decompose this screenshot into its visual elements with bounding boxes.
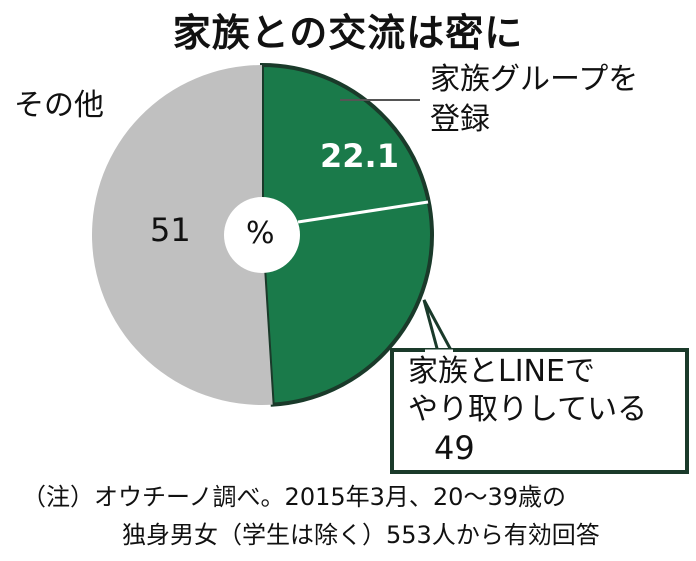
line-value: 49 xyxy=(434,429,475,467)
pie-slices xyxy=(91,62,435,407)
pie-chart xyxy=(91,62,689,474)
callout-box xyxy=(390,348,689,474)
line-label-line2: やり取りしている xyxy=(408,392,648,427)
group-value: 22.1 xyxy=(320,137,399,175)
footnote: （注）オウチーノ調べ。2015年3月、20～39歳の 独身男女（学生は除く）55… xyxy=(22,478,692,554)
center-unit: % xyxy=(246,216,275,251)
group-label-line2: 登録 xyxy=(430,102,490,137)
footnote-line1: （注）オウチーノ調べ。2015年3月、20～39歳の xyxy=(22,483,566,511)
other-value: 51 xyxy=(150,211,191,249)
other-label: その他 xyxy=(14,88,104,123)
pie-slice-other xyxy=(91,65,273,406)
sub-slice-divider xyxy=(297,200,429,224)
chart-title: 家族との交流は密に xyxy=(172,11,524,55)
footnote-line2: 独身男女（学生は除く）553人から有効回答 xyxy=(122,521,600,549)
line-label-line1: 家族とLINEで xyxy=(408,354,595,389)
callout-pointer xyxy=(422,299,455,354)
center-hole xyxy=(224,197,300,273)
group-label-line1: 家族グループを xyxy=(430,62,639,97)
pie-slice-line xyxy=(260,62,435,407)
